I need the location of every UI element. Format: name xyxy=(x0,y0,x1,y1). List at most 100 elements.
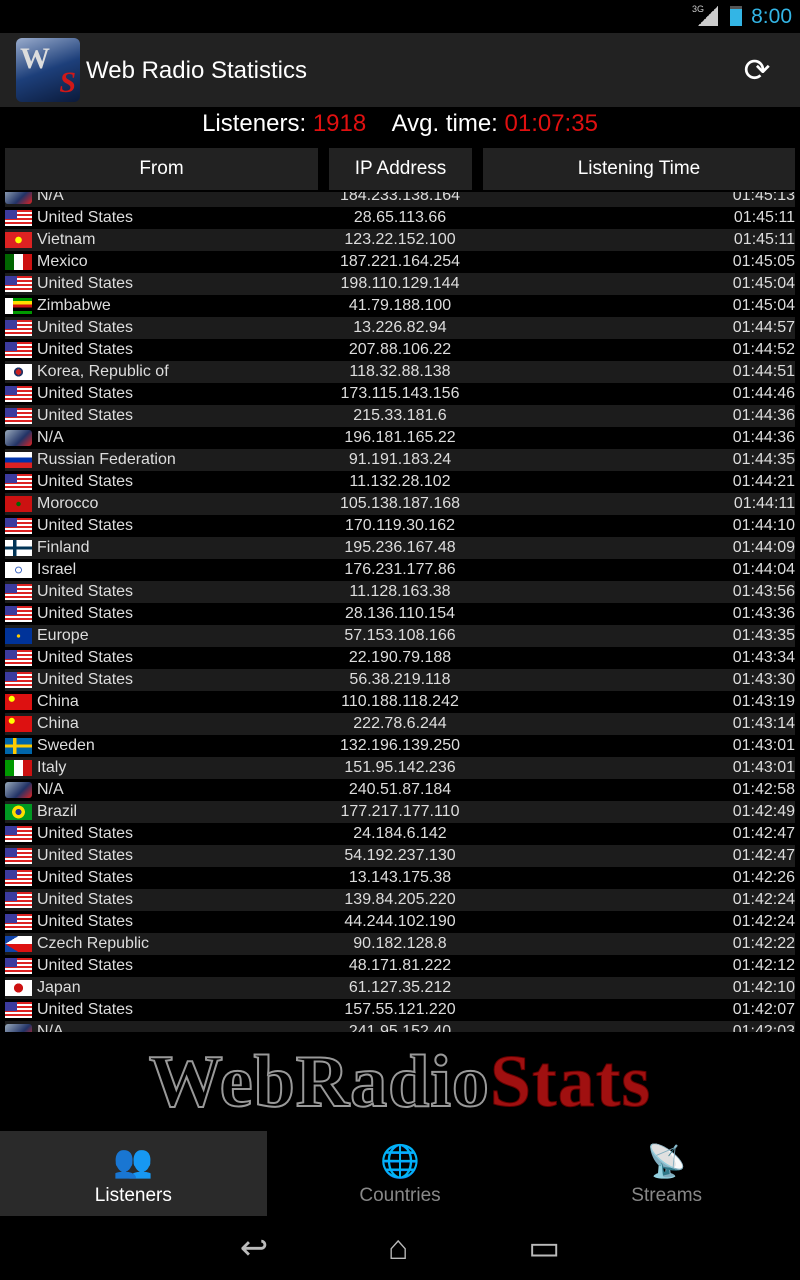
tab-countries[interactable]: 🌐 Countries xyxy=(267,1131,534,1216)
table-row[interactable]: Japan 61.127.35.212 01:42:10 xyxy=(5,977,795,999)
listening-time: 01:45:05 xyxy=(732,253,795,270)
column-listening-time[interactable]: Listening Time xyxy=(483,148,795,190)
ip-address: 198.110.129.144 xyxy=(340,275,460,292)
table-row[interactable]: Morocco 105.138.187.168 01:44:11 xyxy=(5,493,795,515)
country: Israel xyxy=(37,561,77,578)
flag-us-icon xyxy=(5,584,32,600)
back-icon[interactable]: ↩ xyxy=(239,1229,269,1267)
table-row[interactable]: N/A 184.233.138.164 01:45:13 xyxy=(5,192,795,207)
flag-us-icon xyxy=(5,518,32,534)
tab-label: Countries xyxy=(359,1185,441,1206)
home-icon[interactable]: ⌂ xyxy=(387,1229,409,1267)
flag-cn-icon xyxy=(5,716,32,732)
country: Italy xyxy=(37,759,67,776)
table-row[interactable]: United States 11.132.28.102 01:44:21 xyxy=(5,471,795,493)
table-row[interactable]: United States 13.143.175.38 01:42:26 xyxy=(5,867,795,889)
table-row[interactable]: United States 173.115.143.156 01:44:46 xyxy=(5,383,795,405)
listening-time: 01:44:46 xyxy=(732,385,795,402)
table-row[interactable]: Italy 151.95.142.236 01:43:01 xyxy=(5,757,795,779)
table-row[interactable]: Europe 57.153.108.166 01:43:35 xyxy=(5,625,795,647)
system-nav-bar: ↩ ⌂ ▭ xyxy=(0,1216,800,1280)
ip-address: 139.84.205.220 xyxy=(344,891,456,908)
flag-us-icon xyxy=(5,826,32,842)
ip-address: 195.236.167.48 xyxy=(344,539,456,556)
ip-address: 118.32.88.138 xyxy=(349,363,451,380)
country: Russian Federation xyxy=(37,451,176,468)
table-row[interactable]: Zimbabwe 41.79.188.100 01:45:04 xyxy=(5,295,795,317)
listener-list[interactable]: N/A 184.233.138.164 01:45:13 United Stat… xyxy=(5,192,795,1032)
table-row[interactable]: Vietnam 123.22.152.100 01:45:11 xyxy=(5,229,795,251)
country: N/A xyxy=(37,781,64,798)
listening-time: 01:43:30 xyxy=(732,671,795,688)
recents-icon[interactable]: ▭ xyxy=(528,1229,561,1267)
country: United States xyxy=(37,957,134,974)
ip-address: 48.171.81.222 xyxy=(348,957,452,974)
tab-listeners[interactable]: 👥 Listeners xyxy=(0,1131,267,1216)
country: Finland xyxy=(37,539,90,556)
table-row[interactable]: Brazil 177.217.177.110 01:42:49 xyxy=(5,801,795,823)
tab-streams[interactable]: 📡 Streams xyxy=(533,1131,800,1216)
flag-na-icon xyxy=(5,782,32,798)
country: United States xyxy=(37,209,134,226)
listening-time: 01:43:34 xyxy=(732,649,795,666)
flag-il-icon xyxy=(5,562,32,578)
listening-time: 01:44:21 xyxy=(732,473,795,490)
avg-time-label: Avg. time: xyxy=(391,110,498,137)
table-row[interactable]: Mexico 187.221.164.254 01:45:05 xyxy=(5,251,795,273)
avg-time-value: 01:07:35 xyxy=(504,110,598,137)
table-row[interactable]: United States 28.136.110.154 01:43:36 xyxy=(5,603,795,625)
ip-address: 215.33.181.6 xyxy=(353,407,447,424)
ip-address: 44.244.102.190 xyxy=(344,913,456,930)
table-row[interactable]: Finland 195.236.167.48 01:44:09 xyxy=(5,537,795,559)
table-row[interactable]: United States 22.190.79.188 01:43:34 xyxy=(5,647,795,669)
table-row[interactable]: Israel 176.231.177.86 01:44:04 xyxy=(5,559,795,581)
country: United States xyxy=(37,847,134,864)
table-row[interactable]: United States 11.128.163.38 01:43:56 xyxy=(5,581,795,603)
country: United States xyxy=(37,913,134,930)
listening-time: 01:44:52 xyxy=(732,341,795,358)
listening-time: 01:43:14 xyxy=(732,715,795,732)
table-row[interactable]: Russian Federation 91.191.183.24 01:44:3… xyxy=(5,449,795,471)
table-row[interactable]: Sweden 132.196.139.250 01:43:01 xyxy=(5,735,795,757)
table-row[interactable]: United States 24.184.6.142 01:42:47 xyxy=(5,823,795,845)
ip-address: 177.217.177.110 xyxy=(340,803,460,820)
column-ip[interactable]: IP Address xyxy=(329,148,472,190)
refresh-icon[interactable]: ⟳ xyxy=(743,52,771,88)
country: N/A xyxy=(37,1023,64,1032)
table-row[interactable]: United States 170.119.30.162 01:44:10 xyxy=(5,515,795,537)
listening-time: 01:42:24 xyxy=(732,913,795,930)
ip-address: 61.127.35.212 xyxy=(348,979,452,996)
table-row[interactable]: N/A 241.95.152.40 01:42:03 xyxy=(5,1021,795,1032)
table-row[interactable]: United States 207.88.106.22 01:44:52 xyxy=(5,339,795,361)
table-row[interactable]: United States 48.171.81.222 01:42:12 xyxy=(5,955,795,977)
ip-address: 90.182.128.8 xyxy=(353,935,447,952)
ip-address: 176.231.177.86 xyxy=(344,561,456,578)
table-row[interactable]: United States 139.84.205.220 01:42:24 xyxy=(5,889,795,911)
flag-vn-icon xyxy=(5,232,32,248)
ip-address: 222.78.6.244 xyxy=(353,715,447,732)
ip-address: 28.65.113.66 xyxy=(353,209,447,226)
flag-us-icon xyxy=(5,210,32,226)
listening-time: 01:45:11 xyxy=(733,209,795,226)
table-row[interactable]: United States 54.192.237.130 01:42:47 xyxy=(5,845,795,867)
globe-icon: 🌐 xyxy=(380,1143,420,1179)
table-row[interactable]: China 110.188.118.242 01:43:19 xyxy=(5,691,795,713)
table-row[interactable]: United States 44.244.102.190 01:42:24 xyxy=(5,911,795,933)
table-row[interactable]: Czech Republic 90.182.128.8 01:42:22 xyxy=(5,933,795,955)
table-row[interactable]: N/A 240.51.87.184 01:42:58 xyxy=(5,779,795,801)
table-row[interactable]: United States 56.38.219.118 01:43:30 xyxy=(5,669,795,691)
table-row[interactable]: United States 198.110.129.144 01:45:04 xyxy=(5,273,795,295)
table-row[interactable]: Korea, Republic of 118.32.88.138 01:44:5… xyxy=(5,361,795,383)
summary: Listeners: 1918 Avg. time: 01:07:35 xyxy=(0,110,800,138)
table-row[interactable]: United States 157.55.121.220 01:42:07 xyxy=(5,999,795,1021)
table-row[interactable]: United States 28.65.113.66 01:45:11 xyxy=(5,207,795,229)
flag-cn-icon xyxy=(5,694,32,710)
ip-address: 207.88.106.22 xyxy=(348,341,452,358)
ip-address: 157.55.121.220 xyxy=(344,1001,456,1018)
table-row[interactable]: United States 215.33.181.6 01:44:36 xyxy=(5,405,795,427)
table-row[interactable]: N/A 196.181.165.22 01:44:36 xyxy=(5,427,795,449)
column-from[interactable]: From xyxy=(5,148,318,190)
table-row[interactable]: United States 13.226.82.94 01:44:57 xyxy=(5,317,795,339)
table-row[interactable]: China 222.78.6.244 01:43:14 xyxy=(5,713,795,735)
